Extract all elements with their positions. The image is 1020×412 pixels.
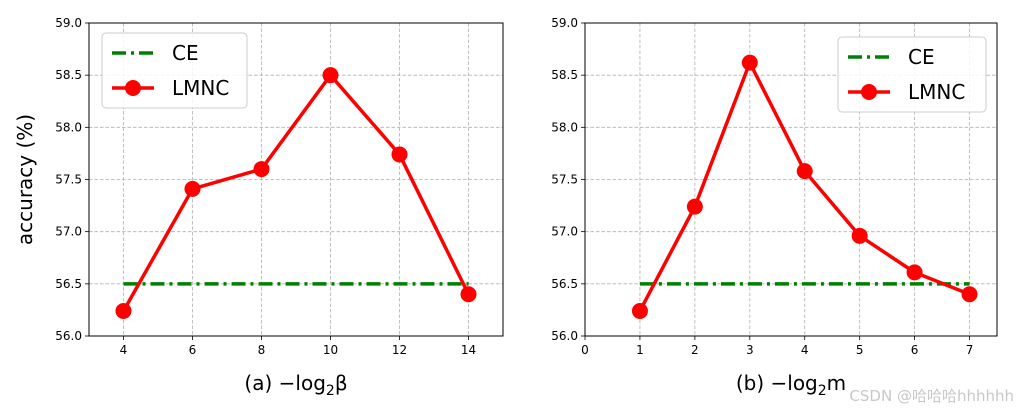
data-point (391, 146, 408, 163)
data-point (906, 264, 923, 281)
data-point (851, 227, 868, 244)
x-tick-label: 14 (461, 343, 476, 357)
plot-frame (88, 22, 504, 337)
y-tick-label: 57.5 (551, 173, 578, 187)
legend-label: LMNC (172, 76, 229, 100)
x-tick-label: 12 (392, 343, 407, 357)
x-axis-title-subscript: 2 (818, 383, 827, 399)
x-axis-title-prefix: (b) −log (736, 371, 818, 395)
y-tick-label: 57.0 (55, 225, 82, 239)
legend-marker-lmnc (125, 80, 141, 96)
x-tick-label: 8 (258, 343, 266, 357)
y-tick-label: 58.5 (551, 68, 578, 82)
x-tick-label: 4 (801, 343, 809, 357)
data-point (115, 302, 132, 319)
x-tick-label: 6 (911, 343, 919, 357)
legend-marker-lmnc (861, 84, 877, 100)
x-axis-title-subscript: 2 (326, 383, 335, 399)
y-tick-label: 56.0 (551, 329, 578, 343)
legend-label: CE (908, 45, 935, 69)
data-point (796, 163, 813, 180)
data-point (631, 302, 648, 319)
y-tick-label: 59.0 (55, 16, 82, 30)
legend-label: CE (172, 41, 199, 65)
x-tick-label: 10 (323, 343, 338, 357)
data-point (961, 286, 978, 303)
y-tick-label: 58.5 (55, 68, 82, 82)
x-axis-title: (b) −log2m (736, 371, 846, 399)
x-axis-title: (a) −log2β (244, 371, 347, 399)
y-tick-label: 56.5 (55, 277, 82, 291)
x-tick-label: 2 (691, 343, 699, 357)
x-tick-label: 0 (581, 343, 589, 357)
legend-label: LMNC (908, 80, 965, 104)
data-point (322, 67, 339, 84)
x-axis-title-suffix: β (335, 371, 348, 395)
y-tick-label: 59.0 (551, 16, 578, 30)
chart-panel-2: 0 1 2 3 4 5 6 7 56.0 56.5 57.0 57.5 58.0 58.5 59.0 CE LM… (551, 16, 998, 399)
data-point (460, 286, 477, 303)
y-tick-label: 57.5 (55, 173, 82, 187)
y-tick-label: 57.0 (551, 225, 578, 239)
x-tick-label: 5 (856, 343, 864, 357)
y-tick-label: 56.5 (551, 277, 578, 291)
y-tick-label: 58.0 (55, 120, 82, 134)
y-tick-label: 58.0 (551, 120, 578, 134)
x-axis-title-suffix: m (827, 371, 846, 395)
x-tick-label: 7 (966, 343, 974, 357)
x-tick-label: 3 (746, 343, 754, 357)
data-point (184, 180, 201, 197)
data-point (253, 161, 270, 178)
x-axis-title-prefix: (a) −log (244, 371, 325, 395)
chart-panel-1: 4 6 8 10 12 14 56.0 56.5 57.0 57.5 58.0 58.5 59.0 CE L… (13, 16, 504, 399)
data-point (741, 54, 758, 71)
x-tick-label: 4 (120, 343, 128, 357)
plot-frame (584, 22, 998, 337)
watermark-text: CSDN @哈哈哈hhhhhh (849, 387, 1014, 405)
y-tick-label: 56.0 (55, 329, 82, 343)
x-tick-label: 6 (189, 343, 197, 357)
series-line-lmnc (121, 73, 471, 312)
x-tick-label: 1 (636, 343, 644, 357)
data-point (686, 198, 703, 215)
y-axis-title: accuracy (%) (13, 114, 37, 245)
